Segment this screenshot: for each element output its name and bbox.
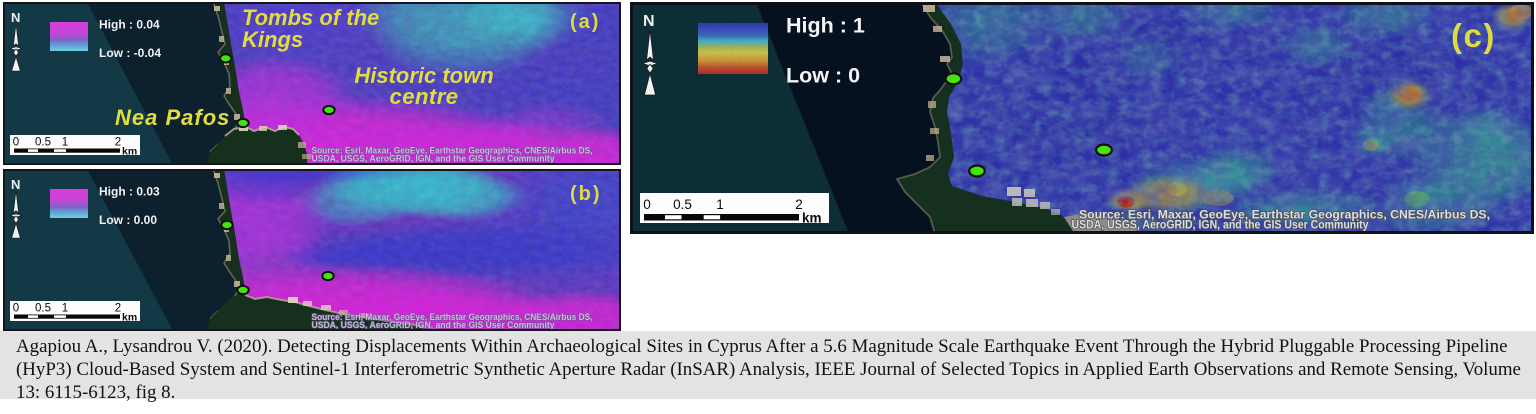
svg-text:1: 1 xyxy=(716,197,724,212)
svg-text:0.5: 0.5 xyxy=(673,197,692,212)
svg-text:2: 2 xyxy=(795,197,803,212)
svg-text:High : 0.03: High : 0.03 xyxy=(99,185,160,199)
svg-text:2: 2 xyxy=(115,303,121,315)
svg-text:km: km xyxy=(802,211,822,226)
svg-text:1: 1 xyxy=(62,303,68,315)
svg-text:High : 0.04: High : 0.04 xyxy=(99,18,160,32)
svg-text:1: 1 xyxy=(62,137,68,149)
svg-text:Low : -0.04: Low : -0.04 xyxy=(99,46,161,60)
svg-text:N: N xyxy=(11,177,20,192)
svg-text:(a): (a) xyxy=(570,11,600,33)
svg-text:Source: Esri, Maxar, GeoEye, E: Source: Esri, Maxar, GeoEye, Earthstar G… xyxy=(312,312,593,322)
svg-text:(c): (c) xyxy=(1451,17,1496,54)
svg-text:Nea Pafos: Nea Pafos xyxy=(115,105,230,130)
svg-text:0: 0 xyxy=(13,137,19,149)
svg-text:N: N xyxy=(11,10,20,25)
svg-text:N: N xyxy=(643,13,655,30)
svg-text:Low : 0: Low : 0 xyxy=(786,64,860,88)
svg-text:Source: Esri, Maxar, GeoEye, E: Source: Esri, Maxar, GeoEye, Earthstar G… xyxy=(312,146,593,156)
svg-text:km: km xyxy=(122,146,137,158)
svg-text:High : 1: High : 1 xyxy=(786,14,865,38)
svg-text:2: 2 xyxy=(115,137,121,149)
svg-text:Low : 0.00: Low : 0.00 xyxy=(99,213,157,227)
svg-text:km: km xyxy=(122,312,137,324)
svg-text:USDA, USGS, AeroGRID, IGN, and: USDA, USGS, AeroGRID, IGN, and the GIS U… xyxy=(312,320,555,330)
svg-text:0.5: 0.5 xyxy=(35,137,51,149)
svg-text:Source: Esri, Maxar, GeoEye, E: Source: Esri, Maxar, GeoEye, Earthstar G… xyxy=(1079,208,1490,222)
svg-text:USDA, USGS, AeroGRID, IGN, and: USDA, USGS, AeroGRID, IGN, and the GIS U… xyxy=(312,154,555,164)
svg-text:0: 0 xyxy=(643,197,651,212)
svg-text:centre: centre xyxy=(389,84,458,109)
svg-text:Tombs of the: Tombs of the xyxy=(242,5,379,30)
svg-text:0.5: 0.5 xyxy=(35,303,51,315)
svg-text:(b): (b) xyxy=(570,183,602,205)
svg-text:Historic town: Historic town xyxy=(354,63,493,88)
svg-text:0: 0 xyxy=(13,303,19,315)
svg-text:USDA, USGS, AeroGRID, IGN, and: USDA, USGS, AeroGRID, IGN, and the GIS U… xyxy=(1072,218,1369,232)
svg-text:Kings: Kings xyxy=(242,27,303,52)
